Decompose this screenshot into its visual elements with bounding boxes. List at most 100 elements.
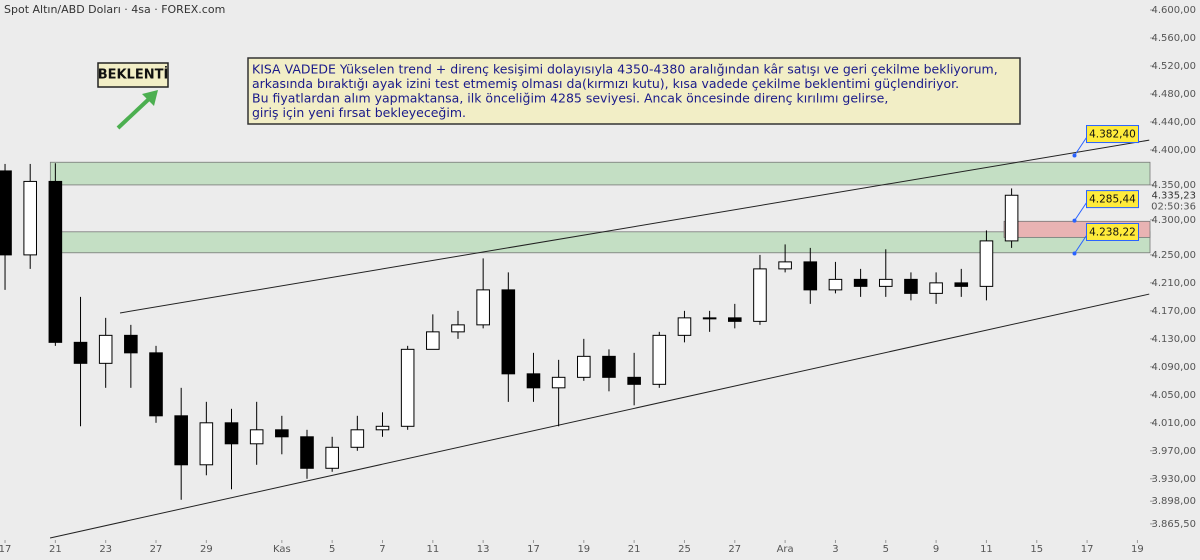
candle-body: [753, 268, 767, 322]
callout-point: [1072, 218, 1077, 223]
x-tick-label: 19: [1131, 544, 1144, 555]
callout-box: [1086, 190, 1140, 209]
last-price-label: 4.335,23: [1151, 190, 1196, 201]
candle-body: [828, 278, 843, 291]
candle-body: [426, 331, 440, 350]
candle-body: [929, 282, 943, 294]
x-tick-label: 17: [1081, 544, 1094, 555]
x-tick-label: 17: [527, 544, 540, 555]
y-tick-label: 3.970,00: [1151, 446, 1196, 457]
candle-body: [124, 334, 138, 354]
callout-box: [1086, 125, 1140, 144]
candle-body: [652, 334, 667, 385]
note-frame: [247, 57, 1021, 125]
y-tick-label: 4.480,00: [1151, 89, 1196, 100]
chart-title: Spot Altın/ABD Doları · 4sa · FOREX.com: [4, 3, 225, 16]
x-tick-label: 5: [883, 544, 889, 555]
x-tick-label: 5: [329, 544, 335, 555]
candle-body: [476, 289, 490, 326]
plot-area: [0, 139, 1151, 539]
y-tick-label: 3.865,50: [1151, 519, 1196, 530]
candle-body: [350, 429, 365, 448]
candle-body: [677, 317, 692, 336]
candle-body: [878, 278, 893, 287]
trend-line: [119, 139, 1150, 314]
candle-body: [224, 422, 239, 445]
callout-point: [1072, 251, 1077, 256]
candle-body: [526, 373, 541, 389]
candle-body: [853, 278, 868, 287]
expectation-frame: [97, 62, 169, 88]
arrow-head: [142, 90, 158, 106]
candle-body: [73, 341, 88, 364]
y-tick-label: 4.050,00: [1151, 390, 1196, 401]
y-tick-label: 3.930,00: [1151, 474, 1196, 485]
y-tick-label: 4.010,00: [1151, 418, 1196, 429]
note-box: KISA VADEDE Yükselen trend + direnç kesi…: [247, 57, 1021, 125]
x-tick-label: 23: [99, 544, 112, 555]
y-tick-label: 4.210,00: [1151, 278, 1196, 289]
y-tick-label: 4.560,00: [1151, 33, 1196, 44]
note-line: KISA VADEDE Yükselen trend + direnç kesi…: [252, 62, 998, 77]
callout-pointer: [1074, 235, 1087, 254]
x-tick-label: 15: [1030, 544, 1043, 555]
candle-body: [300, 436, 314, 469]
x-tick-label: 11: [980, 544, 993, 555]
y-tick-label: 4.600,00: [1151, 5, 1196, 16]
x-tick-label: 25: [678, 544, 691, 555]
candle-body: [23, 180, 37, 256]
candle-body: [1004, 194, 1019, 242]
x-tick-label: 17: [0, 544, 11, 555]
candle-body: [249, 429, 264, 445]
candle-body: [577, 355, 591, 378]
candle-body: [375, 425, 390, 431]
candle-body: [627, 376, 641, 385]
y-tick-label: 4.170,00: [1151, 306, 1196, 317]
candle-body: [451, 324, 465, 333]
candle-body: [979, 240, 994, 287]
candle-body: [98, 334, 113, 364]
x-tick-label: Ara: [777, 544, 794, 555]
expectation-label: BEKLENTİ: [98, 67, 169, 83]
candle-body: [199, 422, 214, 466]
callout-label: 4.285,44: [1089, 194, 1136, 206]
y-tick-label: 4.250,00: [1151, 250, 1196, 261]
candle-body: [149, 352, 163, 417]
candle-body: [275, 429, 289, 438]
x-tick-label: Kas: [273, 544, 291, 555]
candle-body: [728, 317, 742, 322]
candle-body: [400, 348, 415, 427]
countdown: 02:50:36: [1151, 201, 1196, 212]
arrow-shaft: [116, 96, 152, 130]
x-tick-label: 7: [379, 544, 385, 555]
candle-body: [803, 261, 818, 291]
candle-body: [48, 180, 63, 343]
x-tick-label: 3: [832, 544, 838, 555]
callout-label: 4.238,22: [1089, 226, 1136, 238]
candle-body: [954, 282, 969, 287]
callout-label: 4.382,40: [1089, 129, 1136, 141]
zone: [49, 161, 1151, 186]
candle-body: [501, 289, 516, 375]
y-tick-label: 4.520,00: [1151, 61, 1196, 72]
x-tick-label: 27: [150, 544, 163, 555]
candle-body: [174, 415, 188, 466]
candle-body: [778, 261, 792, 270]
x-tick-label: 21: [49, 544, 62, 555]
y-tick-label: 4.300,00: [1151, 215, 1196, 226]
x-tick-label: 21: [628, 544, 641, 555]
y-tick-label: 4.400,00: [1151, 145, 1196, 156]
callout-pointer: [1074, 202, 1087, 221]
candle-body: [602, 355, 616, 378]
y-tick-label: 4.130,00: [1151, 334, 1196, 345]
x-tick-label: 11: [426, 544, 439, 555]
candle-body: [702, 317, 717, 320]
trend-line: [49, 293, 1150, 539]
x-tick-label: 27: [728, 544, 741, 555]
note-line: arkasında bıraktığı ayak izini test etme…: [252, 76, 959, 91]
callout-point: [1072, 153, 1077, 158]
x-tick-label: 13: [477, 544, 490, 555]
y-tick-label: 4.440,00: [1151, 117, 1196, 128]
candle-body: [0, 170, 12, 256]
